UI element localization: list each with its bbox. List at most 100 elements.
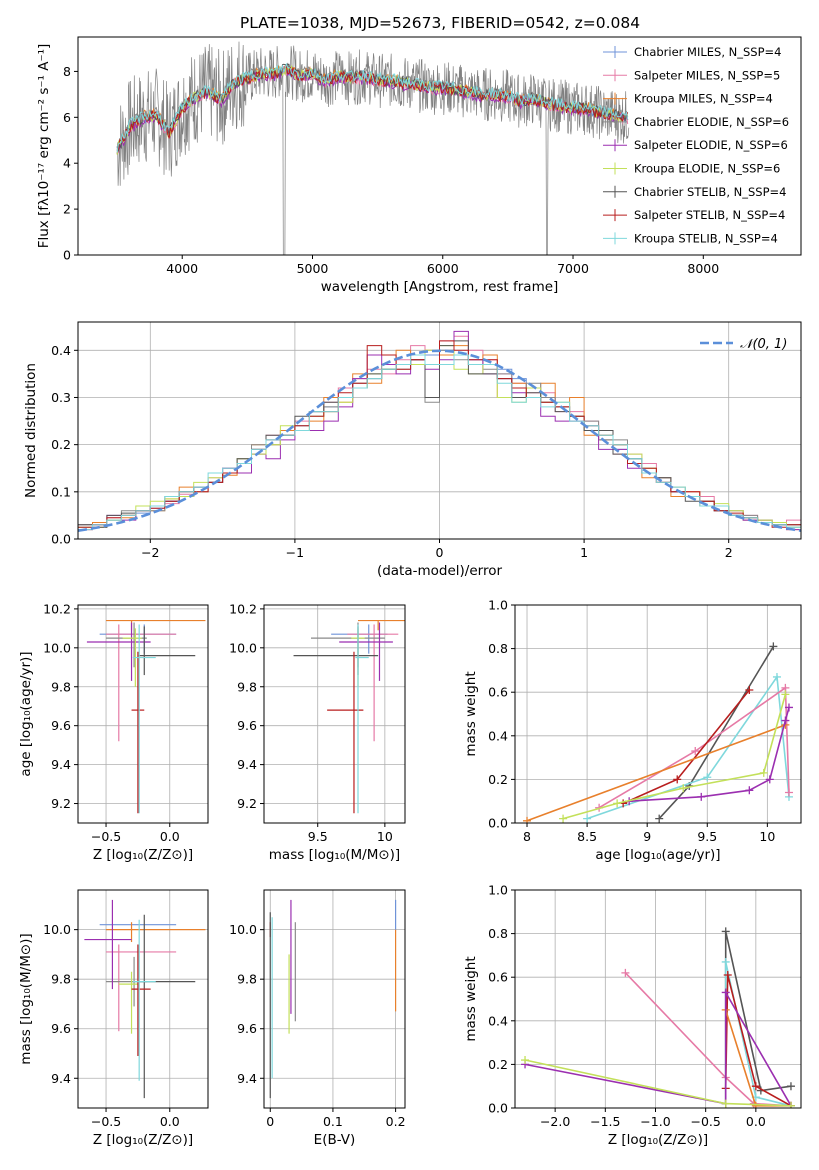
y-tick-label: 10.2 <box>43 601 71 616</box>
plus-marker <box>781 716 790 725</box>
errorbar-point <box>347 624 399 742</box>
errorbar-point <box>86 622 151 681</box>
y-axis-label: Flux [fλ10⁻¹⁷ erg cm⁻² s⁻¹ A⁻¹] <box>36 44 52 249</box>
plus-marker <box>523 816 532 823</box>
y-tick-label: 9.6 <box>237 1021 257 1036</box>
y-tick-label: 9.4 <box>51 1071 71 1086</box>
axes-frame <box>77 604 209 824</box>
x-axis-label: age [log₁₀(age/yr)] <box>595 847 720 863</box>
x-axis-label: (data-model)/error <box>377 563 503 579</box>
errorbar-plot-area <box>84 899 206 1099</box>
legend-label: Chabrier ELODIE, N_SSP=6 <box>634 115 789 129</box>
legend-label: Salpeter ELODIE, N_SSP=6 <box>634 138 788 152</box>
y-axis-label: mass weight <box>463 671 479 756</box>
x-tick-label: 0.0 <box>160 1114 180 1129</box>
axes-frame <box>514 889 802 1109</box>
legend-label: Kroupa ELODIE, N_SSP=6 <box>634 162 780 176</box>
plus-marker <box>765 775 774 784</box>
y-tick-label: 10.0 <box>43 640 71 655</box>
normal-curve <box>78 349 801 532</box>
z-mass-weight-panel: −2.0 −1.5 −1.0 −0.5 0.0 0.0 0.2 0.4 0.6 0.8 1.0 Z [… <box>463 883 802 1148</box>
errorbar-point <box>131 944 151 1056</box>
plus-marker <box>745 686 754 695</box>
x-tick-label: 7000 <box>557 261 589 276</box>
y-tick-label: 2 <box>63 202 71 217</box>
plus-marker <box>781 690 790 699</box>
plus-marker <box>697 792 706 801</box>
y-axis-label: age [log₁₀(age/yr)] <box>18 651 34 776</box>
errorbar-point <box>137 626 196 676</box>
x-tick-label: 0 <box>266 1114 274 1129</box>
x-tick-label: 1 <box>580 545 588 560</box>
y-tick-label: 9.8 <box>237 679 257 694</box>
x-tick-label: 8.5 <box>577 829 597 844</box>
mass-weight-line <box>724 1009 791 1107</box>
x-tick-label: 0.0 <box>746 1114 766 1129</box>
y-tick-label: 6 <box>63 110 71 125</box>
y-tick-label: 9.8 <box>237 972 257 987</box>
y-axis-label: mass [log₁₀(M/M⊙)] <box>18 933 34 1064</box>
errorbar-point <box>358 619 405 631</box>
y-tick-label: 0.6 <box>488 685 508 700</box>
y-tick-label: 4 <box>63 156 71 171</box>
mass-weight-line <box>526 724 786 822</box>
errorbar-point <box>118 971 138 1034</box>
y-tick-label: 0.2 <box>51 437 71 452</box>
x-tick-label: 9.5 <box>308 829 328 844</box>
x-tick-label: 0.2 <box>386 1114 406 1129</box>
y-tick-label: 9.8 <box>51 679 71 694</box>
plus-marker <box>655 814 664 823</box>
legend-label: Salpeter STELIB, N_SSP=4 <box>634 208 785 222</box>
x-axis-label: E(B-V) <box>314 1132 356 1148</box>
y-tick-label: 0.2 <box>488 772 508 787</box>
y-tick-label: 9.2 <box>237 796 257 811</box>
plus-marker <box>583 814 592 823</box>
axes-frame <box>77 321 802 540</box>
y-tick-label: 1.0 <box>488 883 508 898</box>
x-tick-label: 2 <box>725 545 733 560</box>
legend-label: Chabrier STELIB, N_SSP=4 <box>634 185 786 199</box>
plus-marker <box>721 957 730 966</box>
errorbar-point <box>106 624 177 742</box>
plus-marker <box>521 1056 530 1065</box>
residuals-panel: −2 −1 0 1 2 0.0 0.1 0.2 0.3 0.4 (data-model)/error… <box>23 321 802 579</box>
y-tick-label: 9.6 <box>51 1021 71 1036</box>
y-tick-label: 0.6 <box>488 970 508 985</box>
x-tick-label: 10 <box>759 829 775 844</box>
y-tick-label: 0.0 <box>488 1101 508 1116</box>
y-tick-label: 10.0 <box>229 640 257 655</box>
x-tick-label: 5000 <box>297 261 329 276</box>
y-tick-label: 0.1 <box>51 484 71 499</box>
y-tick-label: 8 <box>63 64 71 79</box>
x-tick-label: −0.5 <box>91 1114 121 1129</box>
x-tick-label: −1.5 <box>590 1114 620 1129</box>
x-axis-label: wavelength [Angstrom, rest frame] <box>321 279 559 295</box>
plus-marker <box>673 775 682 784</box>
mass-weight-line <box>724 931 792 1104</box>
x-tick-label: 4000 <box>166 261 198 276</box>
axes-frame <box>263 889 406 1109</box>
x-tick-label: 9 <box>643 829 651 844</box>
x-axis-label: Z [log₁₀(Z/Z⊙)] <box>608 1132 708 1148</box>
x-tick-label: −1.0 <box>640 1114 670 1129</box>
y-tick-label: 9.4 <box>237 1071 257 1086</box>
legend-label: Kroupa STELIB, N_SSP=4 <box>634 231 778 245</box>
errorbar-point <box>106 944 177 1032</box>
y-axis-label: mass weight <box>463 956 479 1041</box>
mass-weight-line <box>598 686 790 809</box>
errorbar-point <box>106 922 206 943</box>
y-tick-label: 10.0 <box>43 922 71 937</box>
x-tick-label: 0.1 <box>323 1114 343 1129</box>
x-tick-label: 0.0 <box>160 829 180 844</box>
plus-marker <box>721 1099 730 1108</box>
x-axis-label: mass [log₁₀(M/M⊙)] <box>269 847 400 863</box>
plus-marker <box>769 642 778 651</box>
plus-marker <box>721 988 730 997</box>
x-tick-label: −0.5 <box>91 829 121 844</box>
ebv-vs-mass-panel: 0 0.1 0.2 9.4 9.6 9.8 10.0 E(B-V) <box>229 889 406 1148</box>
observed-spectrum-line <box>116 41 630 255</box>
errorbar-point <box>355 624 369 814</box>
age-mass-weight-panel: 8 8.5 9 9.5 10 0.0 0.2 0.4 0.6 0.8 1.0 age [log₁₀(a… <box>463 598 802 863</box>
plus-marker <box>721 927 730 936</box>
y-tick-label: 9.4 <box>51 757 71 772</box>
